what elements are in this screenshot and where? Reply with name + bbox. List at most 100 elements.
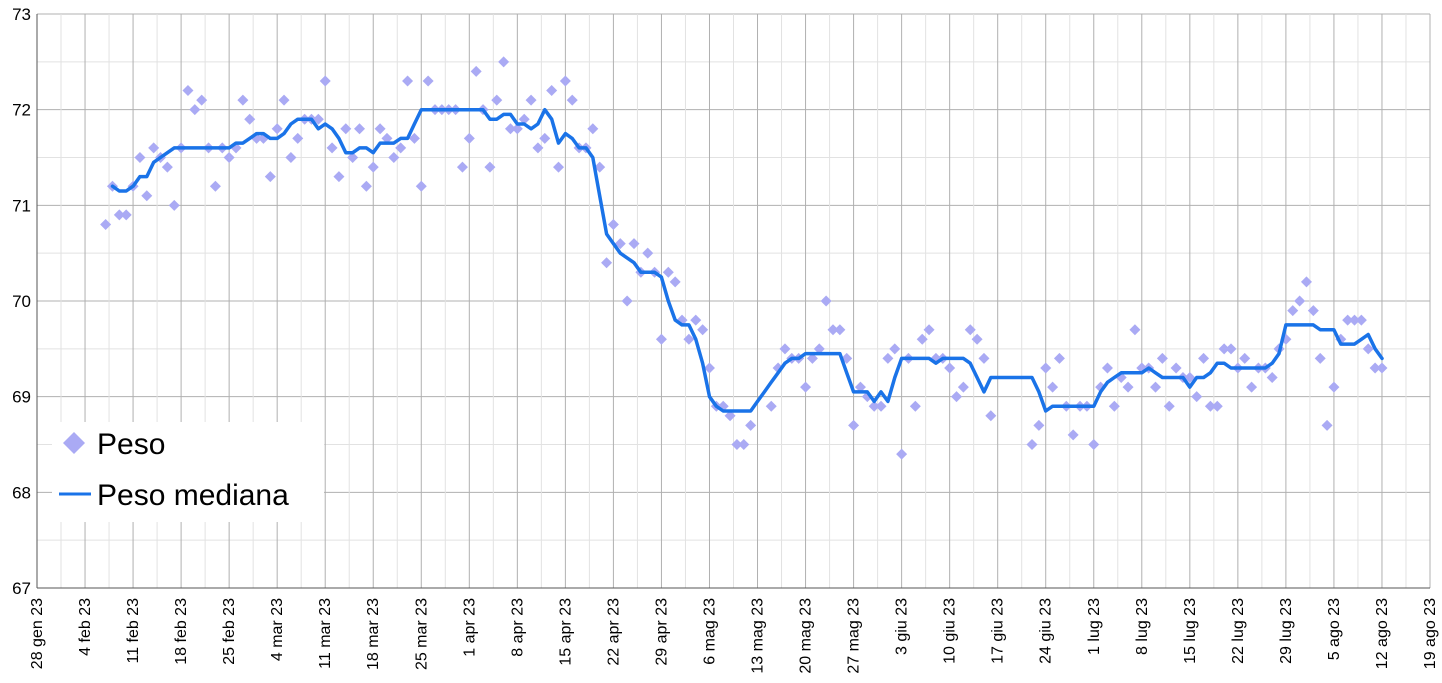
x-tick-label: 29 apr 23 — [653, 598, 670, 666]
peso-point — [134, 152, 146, 163]
x-tick-label: 22 apr 23 — [605, 598, 622, 666]
peso-point — [340, 123, 352, 135]
peso-point — [1101, 362, 1113, 374]
y-tick-label: 73 — [12, 5, 31, 24]
peso-point — [161, 161, 173, 173]
x-tick-label: 8 lug 23 — [1134, 598, 1151, 655]
peso-point — [875, 400, 887, 412]
peso-point — [498, 56, 510, 68]
x-tick-label: 11 mar 23 — [317, 598, 334, 669]
peso-point — [957, 381, 969, 393]
peso-point — [354, 123, 366, 135]
peso-point — [587, 123, 599, 135]
peso-point — [1156, 352, 1168, 364]
peso-point — [690, 314, 702, 326]
x-tick-label: 17 giu 23 — [990, 598, 1007, 664]
peso-point — [553, 161, 565, 173]
peso-point — [120, 209, 132, 221]
peso-point — [319, 75, 331, 87]
peso-point — [525, 94, 537, 106]
peso-point — [278, 94, 290, 106]
peso-point — [360, 180, 372, 192]
x-tick-label: 22 lug 23 — [1230, 598, 1247, 664]
peso-point — [607, 218, 619, 230]
peso-point — [827, 324, 839, 336]
x-tick-label: 3 giu 23 — [894, 598, 911, 655]
x-tick-label: 13 mag 23 — [750, 598, 767, 674]
legend: Peso Peso mediana — [52, 422, 324, 522]
peso-point — [100, 218, 112, 230]
peso-point — [745, 419, 757, 431]
peso-point — [601, 257, 613, 269]
peso-point — [1204, 400, 1216, 412]
peso-point — [662, 266, 674, 278]
peso-point — [916, 333, 928, 345]
peso-point — [367, 161, 379, 173]
x-tick-label: 25 feb 23 — [221, 598, 238, 665]
peso-point — [1376, 362, 1388, 374]
peso-point — [518, 113, 530, 125]
peso-point — [628, 238, 640, 250]
peso-point — [1294, 295, 1306, 307]
peso-point — [889, 343, 901, 355]
peso-point — [422, 75, 434, 87]
peso-point — [1026, 439, 1038, 450]
x-tick-label: 1 lug 23 — [1086, 598, 1103, 655]
y-tick-label: 69 — [12, 388, 31, 407]
peso-point — [292, 132, 304, 144]
series-peso-mediana — [110, 107, 1384, 413]
x-tick-label: 20 mag 23 — [798, 598, 815, 674]
peso-point — [1033, 419, 1045, 431]
peso-point — [703, 362, 715, 374]
peso-point — [504, 123, 516, 135]
peso-point — [1287, 305, 1299, 317]
y-tick-labels: 67 68 69 70 71 72 73 — [12, 5, 31, 598]
peso-point — [738, 439, 750, 450]
x-tick-label: 28 gen 23 — [29, 598, 46, 669]
peso-point — [655, 333, 667, 345]
peso-point — [854, 381, 866, 393]
peso-mediana-line — [110, 107, 1384, 413]
peso-point — [621, 295, 633, 307]
peso-point — [1211, 400, 1223, 412]
x-tick-label: 1 apr 23 — [461, 598, 478, 657]
y-tick-label: 67 — [12, 579, 31, 598]
peso-point — [546, 85, 558, 97]
peso-point — [1047, 381, 1059, 393]
peso-point — [985, 410, 997, 422]
peso-point — [559, 75, 571, 87]
x-tick-label: 6 mag 23 — [701, 598, 718, 665]
peso-point — [806, 352, 818, 364]
peso-point — [1218, 343, 1230, 355]
peso-point — [594, 161, 606, 173]
peso-point — [882, 352, 894, 364]
peso-point — [1088, 439, 1100, 450]
peso-point — [141, 190, 153, 202]
peso-point — [896, 448, 908, 460]
x-tick-label: 11 feb 23 — [125, 598, 142, 664]
peso-point — [189, 104, 201, 116]
peso-point — [683, 333, 695, 345]
x-tick-label: 15 apr 23 — [557, 598, 574, 666]
peso-point — [1328, 381, 1340, 393]
peso-point — [971, 333, 983, 345]
peso-point — [511, 123, 523, 135]
peso-point — [1307, 305, 1319, 317]
peso-point — [964, 324, 976, 336]
series-peso — [100, 56, 1388, 460]
x-tick-label: 29 lug 23 — [1278, 598, 1295, 664]
x-tick-label: 12 ago 23 — [1374, 598, 1391, 669]
peso-point — [532, 142, 544, 154]
peso-point — [374, 123, 386, 135]
legend-marker-peso — [63, 432, 85, 454]
peso-point — [223, 152, 235, 163]
peso-point — [408, 132, 420, 144]
peso-point — [1355, 314, 1367, 326]
peso-point — [731, 439, 743, 450]
peso-point — [209, 180, 221, 192]
peso-point — [1300, 276, 1312, 288]
peso-point — [1150, 381, 1162, 393]
peso-point — [765, 400, 777, 412]
legend-label-peso-mediana: Peso mediana — [97, 479, 289, 512]
